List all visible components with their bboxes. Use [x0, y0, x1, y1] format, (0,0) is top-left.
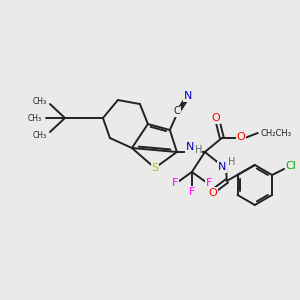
Text: O: O: [212, 113, 220, 123]
Text: S: S: [151, 163, 158, 173]
Text: F: F: [206, 178, 212, 188]
Text: N: N: [218, 162, 226, 172]
Text: N: N: [186, 142, 194, 152]
Text: F: F: [172, 178, 178, 188]
Text: C: C: [173, 106, 180, 116]
Text: CH₃: CH₃: [33, 130, 47, 140]
Text: O: O: [208, 188, 217, 198]
Text: CH₂CH₃: CH₂CH₃: [261, 128, 292, 137]
Text: F: F: [189, 187, 195, 197]
Text: CH₃: CH₃: [33, 97, 47, 106]
Text: H: H: [195, 145, 202, 155]
Text: N: N: [184, 91, 192, 101]
Text: H: H: [228, 157, 235, 167]
Text: O: O: [236, 132, 245, 142]
Text: Cl: Cl: [286, 161, 296, 171]
Text: CH₃: CH₃: [28, 113, 42, 122]
